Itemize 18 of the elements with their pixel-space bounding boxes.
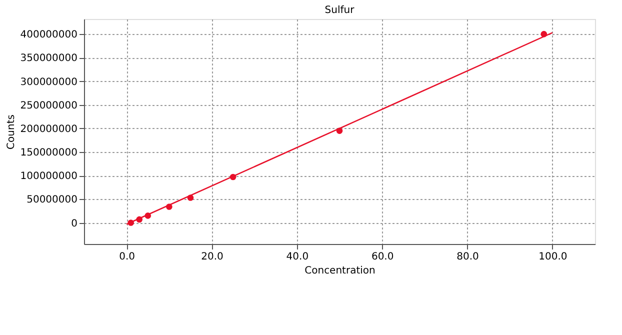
y-tick-label: 350000000 xyxy=(20,53,78,64)
y-tick-label: 150000000 xyxy=(20,148,78,159)
x-tick-label: 20.0 xyxy=(201,252,224,262)
y-tick-label: 100000000 xyxy=(20,171,78,182)
y-tick-label: 200000000 xyxy=(20,124,78,135)
y-tick-label: 300000000 xyxy=(20,76,78,88)
chart-title: Sulfur xyxy=(324,5,356,16)
x-axis-title: Concentration xyxy=(304,266,376,276)
y-tick-label: 50000000 xyxy=(26,194,78,206)
y-tick-label: 0 xyxy=(71,218,78,230)
x-tick-label: 80.0 xyxy=(456,252,479,262)
x-tick-label: 0.0 xyxy=(119,252,136,262)
x-tick-label: 40.0 xyxy=(286,252,309,262)
y-axis-title: Counts xyxy=(6,114,18,150)
x-tick-label: 60.0 xyxy=(371,252,394,262)
x-tick-label: 100.0 xyxy=(538,252,568,262)
y-tick-label: 250000000 xyxy=(20,100,78,112)
y-tick-label: 400000000 xyxy=(20,30,78,41)
